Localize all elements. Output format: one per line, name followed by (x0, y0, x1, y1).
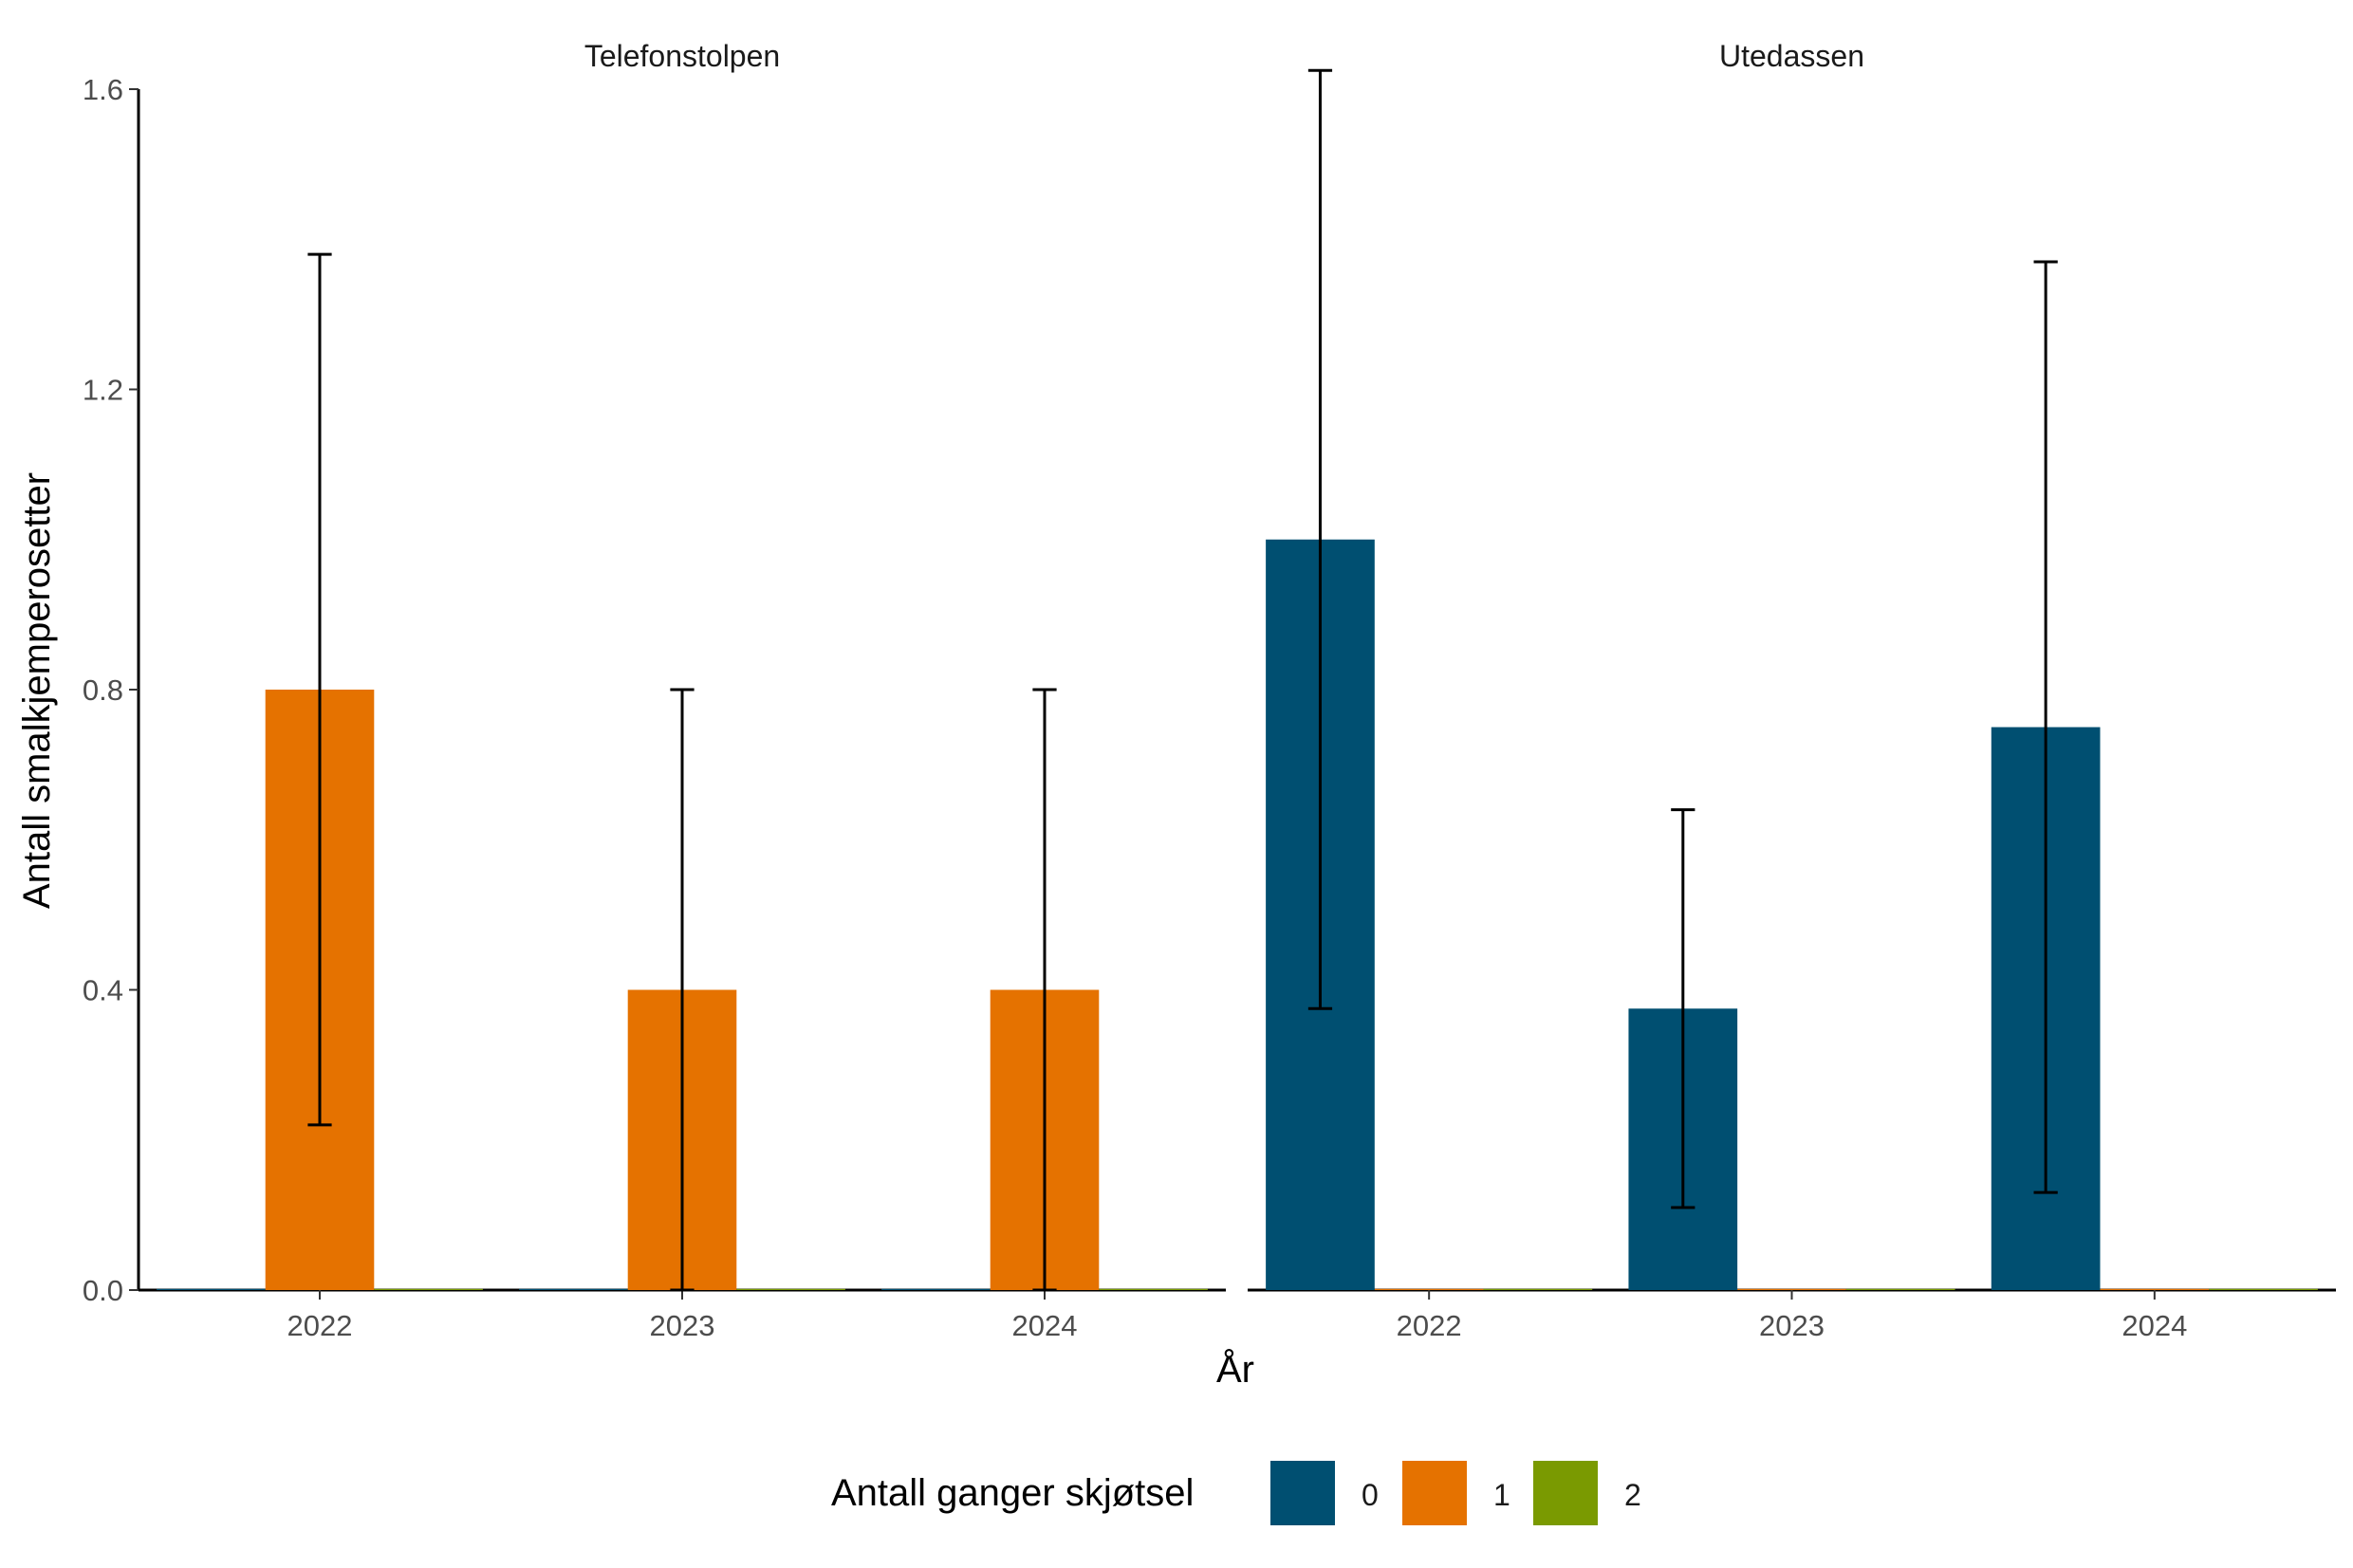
legend: Antall ganger skjøtsel 0 1 2 (831, 1461, 1641, 1525)
bar (157, 1288, 266, 1290)
panel-title: Telefonstolpen (584, 39, 780, 73)
y-tick-label: 1.6 (83, 73, 123, 106)
legend-key-2 (1533, 1461, 1598, 1525)
y-tick-label: 1.2 (83, 374, 123, 407)
legend-key-0 (1270, 1461, 1335, 1525)
legend-key-1 (1402, 1461, 1467, 1525)
x-tick-label: 2022 (1397, 1309, 1462, 1342)
legend-label-0: 0 (1362, 1478, 1379, 1512)
x-tick-label: 2023 (650, 1309, 715, 1342)
bar (2100, 1288, 2210, 1290)
legend-label-2: 2 (1624, 1478, 1641, 1512)
y-tick-label: 0.4 (83, 974, 123, 1007)
x-axis-title: År (1216, 1348, 1254, 1391)
bar (1483, 1288, 1593, 1290)
y-tick-label: 0.8 (83, 673, 123, 707)
bar (374, 1288, 483, 1290)
y-axis-title: Antall smalkjemperosetter (16, 472, 58, 909)
x-tick-label: 2024 (1012, 1309, 1078, 1342)
x-tick-label: 2022 (287, 1309, 353, 1342)
panel-telefonstolpen: Telefonstolpen 2022 2023 2024 0.0 0.4 0.8 1.2 1.… (83, 39, 1226, 1342)
bar (519, 1288, 628, 1290)
legend-title: Antall ganger skjøtsel (831, 1472, 1194, 1514)
bar (2209, 1288, 2318, 1290)
panel-utedassen: Utedassen 2022 2023 2024 (1248, 39, 2336, 1342)
legend-label-1: 1 (1493, 1478, 1510, 1512)
bar (881, 1288, 991, 1290)
bar (1737, 1288, 1846, 1290)
y-tick-label: 0.0 (83, 1274, 123, 1307)
chart-panels: Telefonstolpen 2022 2023 2024 0.0 0.4 0.8 1.2 1.… (83, 39, 2336, 1342)
panel-title: Utedassen (1719, 39, 1864, 73)
bar (1374, 1288, 1484, 1290)
x-tick-label: 2024 (2121, 1309, 2187, 1342)
bar (736, 1288, 845, 1290)
bar (1845, 1288, 1955, 1290)
x-tick-label: 2023 (1759, 1309, 1825, 1342)
bar (1099, 1288, 1208, 1290)
